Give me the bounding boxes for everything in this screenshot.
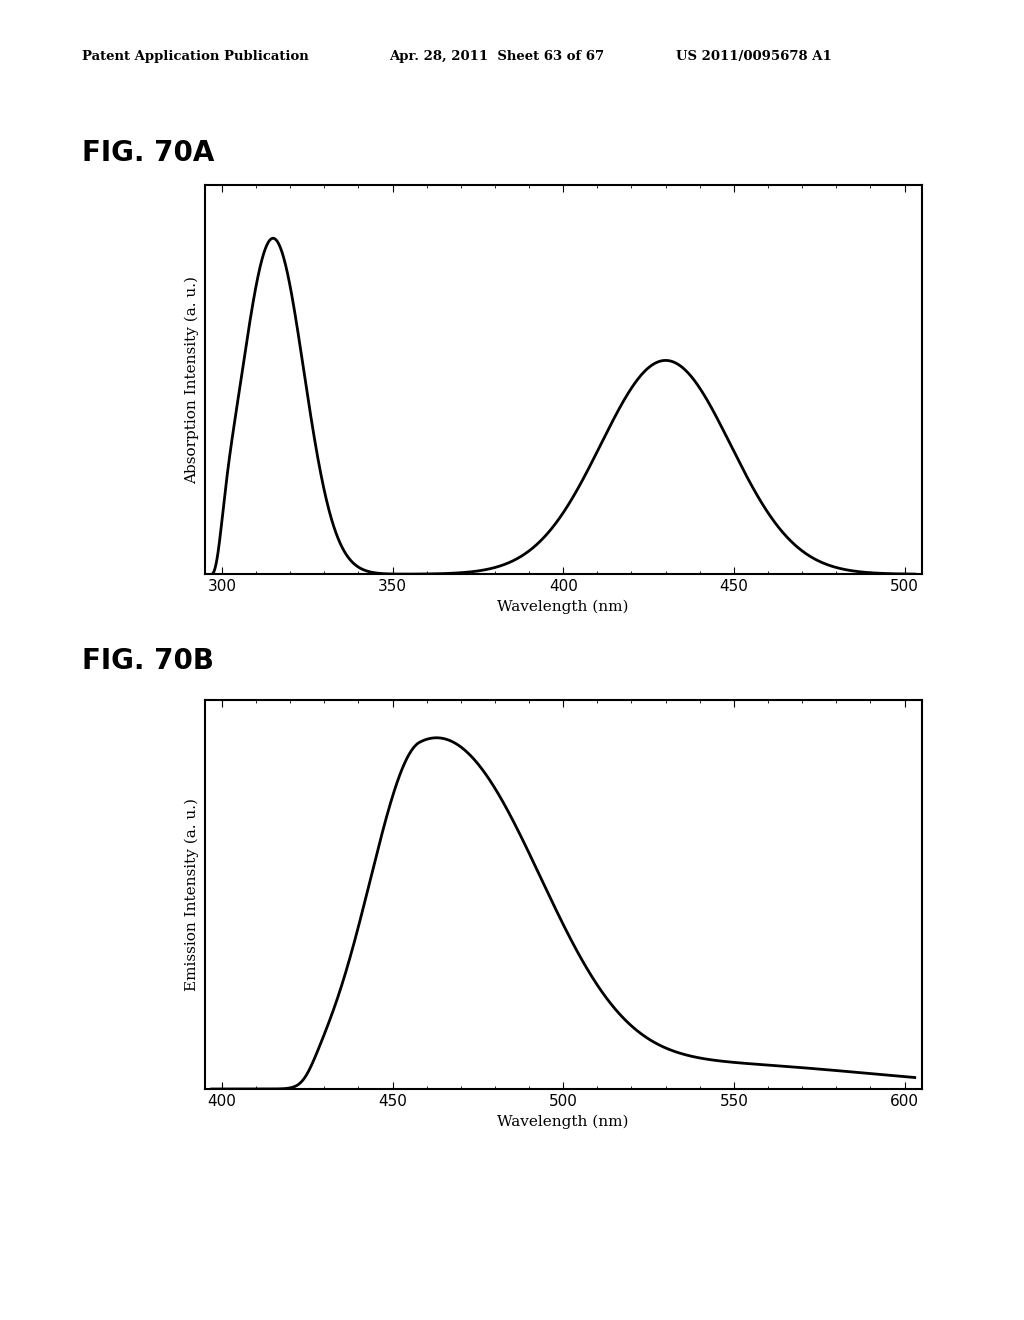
X-axis label: Wavelength (nm): Wavelength (nm) — [498, 1114, 629, 1129]
Text: Patent Application Publication: Patent Application Publication — [82, 50, 308, 63]
Text: FIG. 70B: FIG. 70B — [82, 647, 214, 675]
Y-axis label: Emission Intensity (a. u.): Emission Intensity (a. u.) — [185, 797, 200, 991]
Text: FIG. 70A: FIG. 70A — [82, 139, 214, 166]
Text: Apr. 28, 2011  Sheet 63 of 67: Apr. 28, 2011 Sheet 63 of 67 — [389, 50, 604, 63]
X-axis label: Wavelength (nm): Wavelength (nm) — [498, 599, 629, 614]
Text: US 2011/0095678 A1: US 2011/0095678 A1 — [676, 50, 831, 63]
Y-axis label: Absorption Intensity (a. u.): Absorption Intensity (a. u.) — [185, 276, 200, 483]
